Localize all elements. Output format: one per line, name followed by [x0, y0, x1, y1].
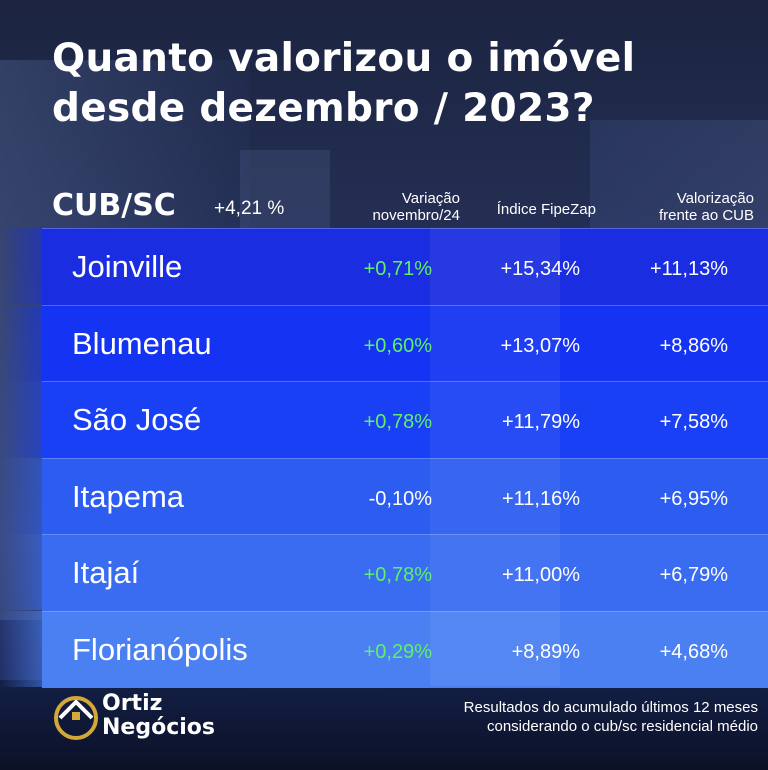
- logo-line-1: Ortiz: [102, 691, 163, 716]
- column-header-valorizacao-line1: Valorização: [676, 190, 754, 207]
- footnote-line-2: considerando o cub/sc residencial médio: [487, 718, 758, 735]
- row-city: Itapema: [72, 478, 185, 514]
- row-variacao: +0,71%: [363, 258, 432, 280]
- row-variacao: -0,10%: [368, 487, 432, 510]
- row-fipezap: +11,00%: [501, 564, 580, 586]
- row-variacao: +0,29%: [363, 640, 432, 663]
- column-header-fipezap: Índice FipeZap: [496, 201, 596, 218]
- row-valorizacao: +7,58%: [659, 411, 728, 433]
- row-city: Blumenau: [72, 325, 212, 361]
- row-valorizacao: +11,13%: [649, 258, 728, 280]
- row-bevel: [0, 610, 42, 687]
- footnote-line-1: Resultados do acumulado últimos 12 meses: [463, 699, 758, 716]
- column-header-valorizacao-line2: frente ao CUB: [658, 207, 754, 224]
- row-fipezap: +13,07%: [500, 334, 580, 357]
- row-bevel: [0, 304, 42, 381]
- cub-value: +4,21 %: [214, 198, 285, 219]
- row-bevel: [0, 534, 42, 610]
- brand-logo: Ortiz Negócios: [52, 690, 242, 750]
- table-row: Joinville +0,71% +15,34% +11,13%: [42, 228, 768, 305]
- background-skyline-bottom: [0, 680, 768, 770]
- row-valorizacao: +6,79%: [659, 564, 728, 586]
- title-line-1: Quanto valorizou o imóvel: [52, 36, 636, 81]
- table-row: Florianópolis +0,29% +8,89% +4,68%: [42, 610, 768, 688]
- row-fipezap: +11,16%: [501, 487, 580, 510]
- row-variacao: +0,78%: [363, 564, 432, 586]
- table-row: Itapema -0,10% +11,16% +6,95%: [42, 457, 768, 535]
- column-header-valorizacao: Valorização frente ao CUB: [600, 190, 754, 224]
- row-bevel: [0, 381, 42, 457]
- fipezap-column-highlight: [430, 228, 560, 686]
- logo-line-2: Negócios: [102, 715, 215, 740]
- row-city: Joinville: [72, 249, 183, 284]
- page-title: Quanto valorizou o imóvel desde dezembro…: [52, 34, 752, 134]
- row-fipezap: +8,89%: [511, 640, 580, 663]
- column-header-variacao: Variação novembro/24: [300, 190, 460, 224]
- row-variacao: +0,78%: [363, 411, 432, 433]
- title-line-2: desde dezembro / 2023?: [52, 86, 595, 131]
- table-row: Itajaí +0,78% +11,00% +6,79%: [42, 534, 768, 611]
- column-header-variacao-line2: novembro/24: [372, 207, 460, 224]
- row-variacao: +0,60%: [363, 334, 432, 357]
- footnote: Resultados do acumulado últimos 12 meses…: [378, 698, 758, 736]
- table-row: Blumenau +0,60% +13,07% +8,86%: [42, 304, 768, 382]
- row-valorizacao: +4,68%: [659, 640, 728, 663]
- row-bevel: [0, 228, 42, 304]
- cub-label: CUB/SC: [52, 188, 176, 223]
- table-row: São José +0,78% +11,79% +7,58%: [42, 381, 768, 458]
- house-roof-icon: [54, 696, 98, 740]
- row-city: São José: [72, 402, 202, 437]
- row-valorizacao: +6,95%: [659, 487, 728, 510]
- row-valorizacao: +8,86%: [659, 334, 728, 357]
- row-city: Florianópolis: [72, 631, 248, 667]
- column-header-variacao-line1: Variação: [401, 190, 460, 207]
- row-city: Itajaí: [72, 555, 140, 590]
- row-bevel: [0, 457, 42, 534]
- row-fipezap: +11,79%: [501, 411, 580, 433]
- valuation-table: Joinville +0,71% +15,34% +11,13% Blumenau +0,…: [42, 228, 768, 688]
- row-fipezap: +15,34%: [500, 258, 580, 280]
